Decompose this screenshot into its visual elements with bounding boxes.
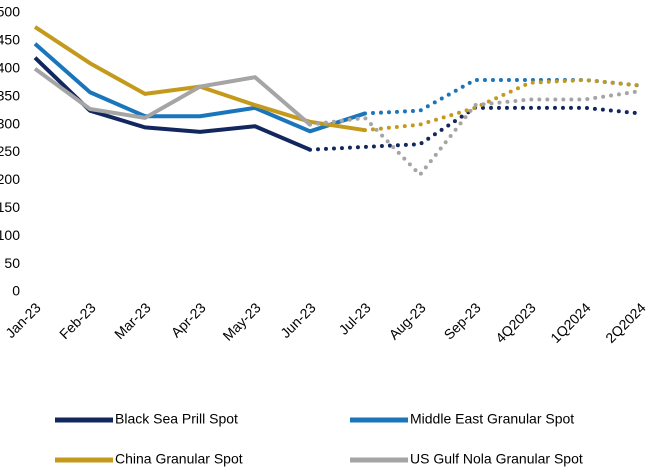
x-tick-label: 4Q2023 xyxy=(492,299,539,346)
y-tick-label: 450 xyxy=(0,32,20,48)
x-tick-label: Feb-23 xyxy=(56,299,99,342)
x-tick-label: Mar-23 xyxy=(111,299,154,342)
y-tick-label: 250 xyxy=(0,143,20,159)
y-tick-label: 100 xyxy=(0,227,20,243)
forecast-line xyxy=(363,77,642,116)
x-tick-label: Aug-23 xyxy=(385,299,428,342)
x-tick-label: Jul-23 xyxy=(335,299,373,337)
x-tick-label: May-23 xyxy=(219,299,263,343)
x-tick-label: Jun-23 xyxy=(277,299,319,341)
x-tick-label: 1Q2024 xyxy=(547,299,594,346)
y-tick-label: 300 xyxy=(0,115,20,131)
x-tick-label: Sep-23 xyxy=(440,299,483,342)
forecast-line xyxy=(363,77,642,133)
y-tick-label: 350 xyxy=(0,87,20,103)
y-tick-label: 50 xyxy=(4,255,20,271)
legend-label: US Gulf Nola Granular Spot xyxy=(410,451,583,467)
y-tick-label: 400 xyxy=(0,60,20,76)
legend-label: China Granular Spot xyxy=(115,451,243,467)
line xyxy=(33,42,366,134)
forecast-line xyxy=(308,89,642,177)
x-tick-label: Apr-23 xyxy=(168,299,209,340)
x-tick-label: Jan-23 xyxy=(2,299,44,341)
y-tick-label: 150 xyxy=(0,199,20,215)
y-tick-label: 500 xyxy=(0,4,20,20)
line xyxy=(33,67,312,127)
x-tick-label: 2Q2024 xyxy=(602,299,649,346)
legend-label: Middle East Granular Spot xyxy=(410,411,574,427)
y-tick-label: 200 xyxy=(0,171,20,187)
legend-label: Black Sea Prill Spot xyxy=(115,411,238,427)
y-tick-label: 0 xyxy=(12,283,20,299)
